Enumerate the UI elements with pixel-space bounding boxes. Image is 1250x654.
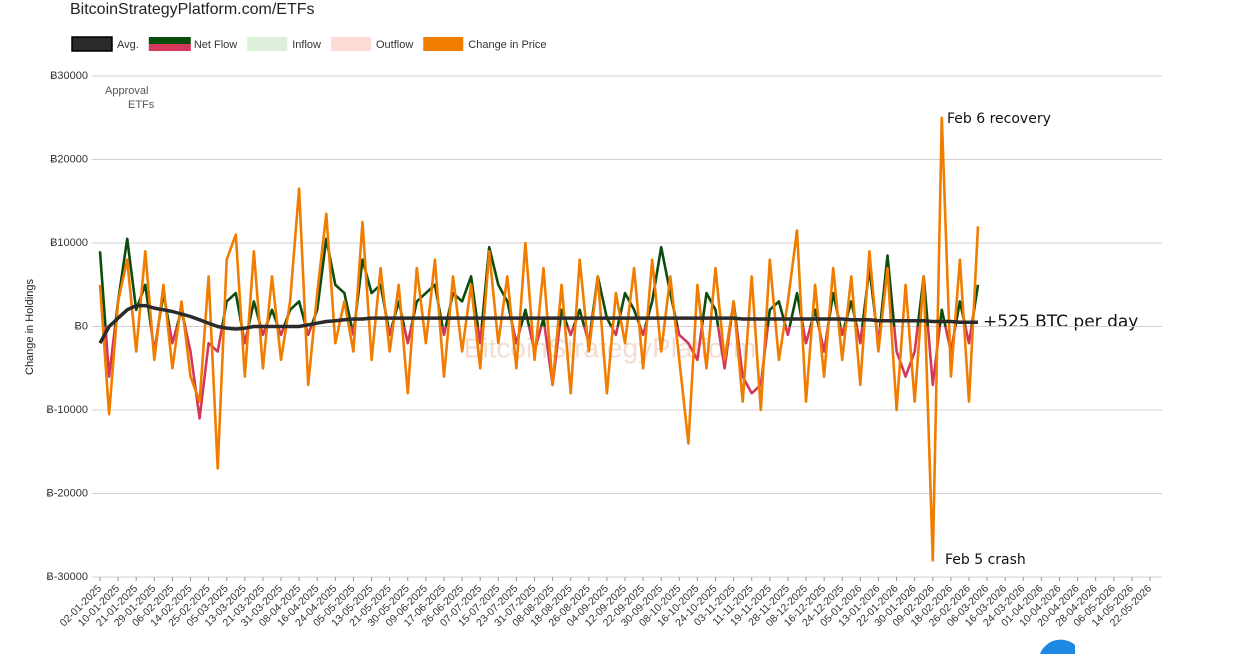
chart-title: BitcoinStrategyPlatform.com/ETFs [70,1,315,18]
y-axis-label: Change in Holdings [24,278,36,375]
legend-label: Avg. [117,39,139,51]
legend-swatch [148,44,191,51]
series-line [98,116,980,562]
series-line [98,303,978,345]
series-line [98,237,980,420]
legend-label: Net Flow [194,39,237,51]
legend-label: Inflow [292,39,321,51]
annotation: +525 BTC per day [983,312,1138,332]
legend-swatch [423,37,464,51]
y-tick-label: Ƀ-30000 [46,571,88,583]
legend-label: Change in Price [468,39,546,51]
y-tick-label: Ƀ10000 [50,237,88,249]
legend-label: Outflow [376,39,413,51]
legend-swatch [330,37,371,51]
annotation: Approval [105,85,148,97]
annotation: Feb 5 crash [945,552,1026,568]
legend-swatch [247,37,288,51]
legend-swatch [148,37,191,44]
y-tick-label: Ƀ-10000 [46,404,88,416]
annotation: Feb 6 recovery [947,111,1051,127]
annotation: ETFs [128,99,155,111]
legend: Avg. Net Flow Inflow Outflow Change in Price [71,36,547,52]
y-tick-label: Ƀ30000 [50,70,88,82]
y-tick-label: Ƀ-20000 [46,487,88,499]
y-tick-label: Ƀ20000 [50,153,88,165]
badge [1040,639,1075,654]
y-tick-label: Ƀ0 [75,320,88,332]
legend-swatch [71,36,113,52]
